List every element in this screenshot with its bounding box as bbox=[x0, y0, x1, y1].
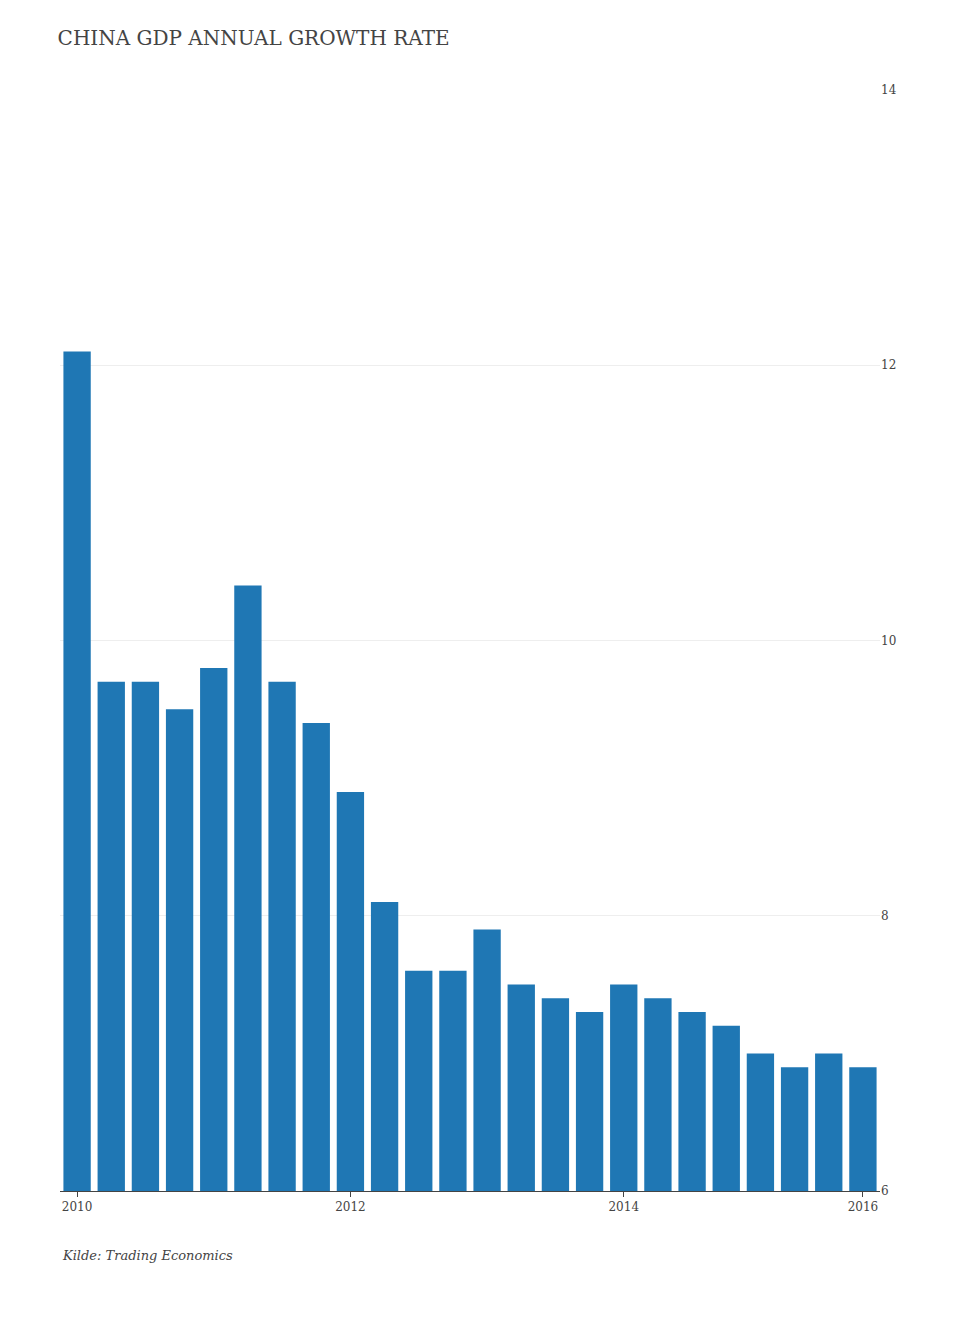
svg-text:6: 6 bbox=[881, 1184, 889, 1198]
svg-text:CHINA GDP ANNUAL GROWTH RATE: CHINA GDP ANNUAL GROWTH RATE bbox=[58, 26, 450, 50]
svg-text:8: 8 bbox=[881, 909, 889, 923]
svg-text:Kilde: Trading Economics: Kilde: Trading Economics bbox=[62, 1248, 233, 1263]
svg-text:2010: 2010 bbox=[62, 1200, 93, 1214]
svg-text:2016: 2016 bbox=[848, 1200, 879, 1214]
svg-text:14: 14 bbox=[881, 83, 897, 97]
svg-text:10: 10 bbox=[881, 634, 896, 648]
svg-text:2012: 2012 bbox=[335, 1200, 366, 1214]
svg-text:2014: 2014 bbox=[608, 1200, 639, 1214]
svg-text:12: 12 bbox=[881, 358, 896, 372]
